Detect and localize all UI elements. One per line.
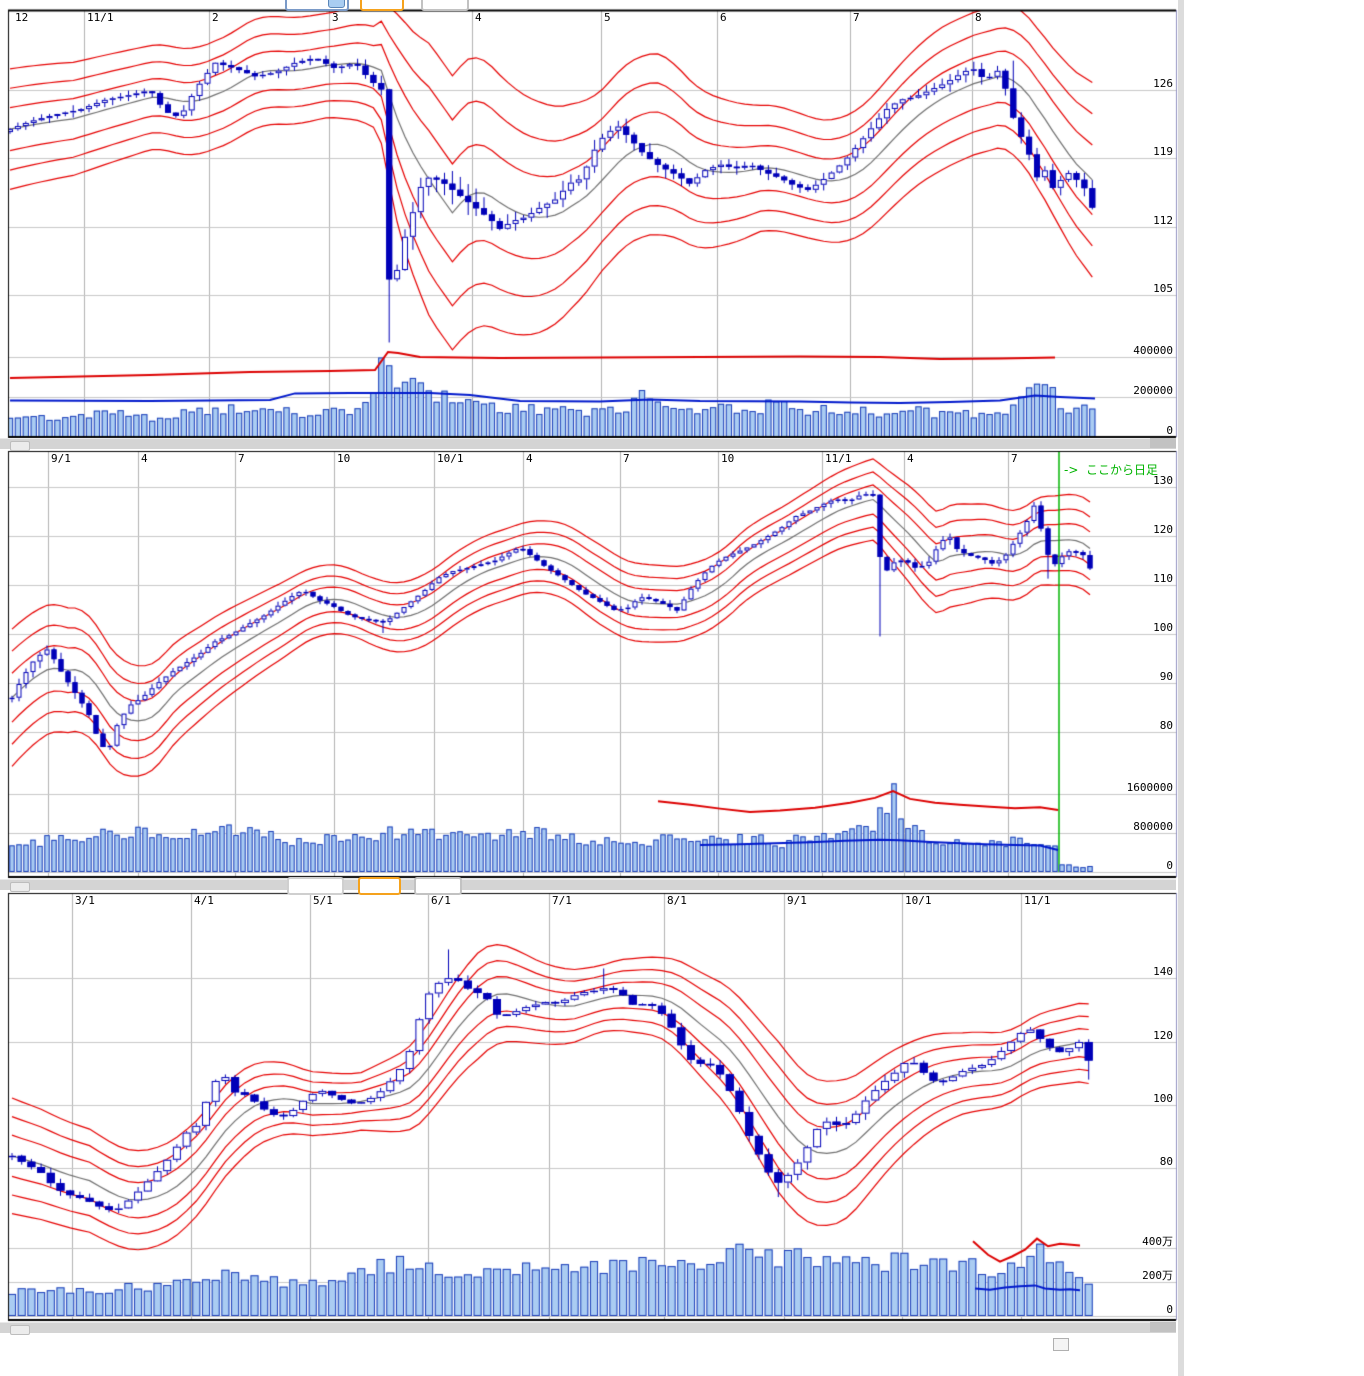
axis-label: 8/1 bbox=[667, 894, 687, 907]
axis-label: 120 bbox=[1153, 523, 1173, 536]
axis-label: 140 bbox=[1153, 965, 1173, 978]
axis-label: 12 bbox=[15, 11, 29, 24]
panel2-h-scrollbar-left-button[interactable] bbox=[10, 882, 30, 892]
axis-label: 400000 bbox=[1133, 344, 1173, 357]
axis-label: 105 bbox=[1153, 282, 1173, 295]
axis-label: 10 bbox=[721, 452, 735, 465]
axis-label: 80 bbox=[1159, 1155, 1173, 1168]
axis-label: 110 bbox=[1153, 572, 1173, 585]
axis-label: 10/1 bbox=[437, 452, 464, 465]
axis-label: 119 bbox=[1153, 145, 1173, 158]
axis-label: 120 bbox=[1153, 1029, 1173, 1042]
window-v-scrollbar[interactable] bbox=[1178, 0, 1184, 1376]
axis-label: 7/1 bbox=[552, 894, 572, 907]
axis-label: 7 bbox=[853, 11, 860, 24]
axis-label: 9/1 bbox=[51, 452, 71, 465]
axis-label: 90 bbox=[1159, 670, 1173, 683]
axis-label: 4/1 bbox=[194, 894, 214, 907]
axis-label: 4 bbox=[475, 11, 482, 24]
axis-label: 4 bbox=[141, 452, 148, 465]
daily-start-annotation: -> ここから日足 bbox=[1064, 463, 1159, 477]
panel1-h-scrollbar[interactable] bbox=[0, 438, 1176, 449]
axis-label: 126 bbox=[1153, 77, 1173, 90]
axis-label: 8 bbox=[975, 11, 982, 24]
toolbar-button-orange-fragment-top[interactable] bbox=[360, 0, 404, 11]
axis-label: 3/1 bbox=[75, 894, 95, 907]
axis-label: 7 bbox=[1011, 452, 1018, 465]
axis-label: 130 bbox=[1153, 474, 1173, 487]
axis-label: 5 bbox=[604, 11, 611, 24]
toolbar-button-gray-fragment-mid[interactable] bbox=[414, 877, 462, 895]
axis-label: 9/1 bbox=[787, 894, 807, 907]
axis-label: 7 bbox=[623, 452, 630, 465]
toolbar-dropdown-arrow-fragment-top[interactable] bbox=[328, 0, 345, 8]
axis-label: 0 bbox=[1166, 1303, 1173, 1316]
axis-label: 3 bbox=[332, 11, 339, 24]
axis-label: 10 bbox=[337, 452, 351, 465]
axis-label: 200000 bbox=[1133, 384, 1173, 397]
axis-label: 2 bbox=[212, 11, 219, 24]
axis-label: 80 bbox=[1159, 719, 1173, 732]
axis-label: 4 bbox=[907, 452, 914, 465]
panel1-h-scrollbar-left-button[interactable] bbox=[10, 441, 30, 451]
bottom-right-resize-box[interactable] bbox=[1053, 1338, 1069, 1351]
axis-label: 11/1 bbox=[825, 452, 852, 465]
axis-label: 6 bbox=[720, 11, 727, 24]
toolbar-dropdown-fragment-top[interactable] bbox=[285, 0, 349, 11]
axis-label: 0 bbox=[1166, 859, 1173, 872]
axis-label: 100 bbox=[1153, 1092, 1173, 1105]
panel2-h-scrollbar[interactable] bbox=[0, 879, 1176, 890]
axis-label: 112 bbox=[1153, 214, 1173, 227]
axis-label: 11/1 bbox=[87, 11, 114, 24]
toolbar-button-gray-fragment-top[interactable] bbox=[421, 0, 469, 11]
axis-label: 5/1 bbox=[313, 894, 333, 907]
axis-label: 100 bbox=[1153, 621, 1173, 634]
toolbar-button-white-fragment-mid[interactable] bbox=[287, 877, 344, 895]
axis-label: 800000 bbox=[1133, 820, 1173, 833]
axis-label: 6/1 bbox=[431, 894, 451, 907]
axis-label: 10/1 bbox=[905, 894, 932, 907]
axis-label: 400万 bbox=[1142, 1235, 1173, 1248]
axis-label: 1600000 bbox=[1126, 781, 1173, 794]
panel3-h-scrollbar-left-button[interactable] bbox=[10, 1325, 30, 1335]
axis-label: 4 bbox=[526, 452, 533, 465]
axis-label: 11/1 bbox=[1024, 894, 1051, 907]
panel3-h-scrollbar-thumb[interactable] bbox=[1150, 1322, 1176, 1332]
axis-label: 200万 bbox=[1142, 1269, 1173, 1282]
toolbar-button-orange-fragment-mid[interactable] bbox=[358, 877, 401, 895]
panel3-h-scrollbar[interactable] bbox=[0, 1322, 1176, 1333]
axis-label: 7 bbox=[238, 452, 245, 465]
panel1-h-scrollbar-thumb[interactable] bbox=[1150, 438, 1176, 448]
axis-label: 0 bbox=[1166, 424, 1173, 437]
